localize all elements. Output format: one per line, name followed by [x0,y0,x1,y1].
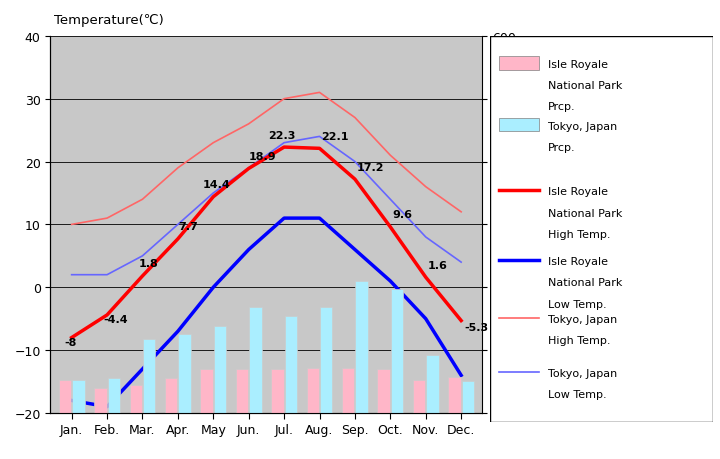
Bar [462,381,474,413]
Text: Temperature(℃): Temperature(℃) [54,14,163,27]
Text: 1.8: 1.8 [139,259,158,269]
Bar [320,308,333,413]
Bar [498,118,539,132]
Bar [449,377,461,413]
Text: Prcp.: Prcp. [548,143,575,153]
Bar [413,381,426,413]
Text: Low Temp.: Low Temp. [548,390,606,399]
Bar [179,335,191,413]
Text: 22.3: 22.3 [268,130,295,140]
Text: Tokyo, Japan: Tokyo, Japan [548,368,617,378]
Bar [284,317,297,413]
Text: -4.4: -4.4 [104,315,128,325]
Text: Tokyo, Japan: Tokyo, Japan [548,314,617,325]
Bar [107,378,120,413]
Bar [342,368,354,413]
Text: High Temp.: High Temp. [548,230,610,240]
Text: 22.1: 22.1 [321,131,348,141]
Bar [165,379,177,413]
Text: Prcp.: Prcp. [548,102,575,112]
FancyBboxPatch shape [490,37,713,422]
Bar [377,369,390,413]
Bar [271,369,284,413]
Bar [249,308,261,413]
Bar [391,290,403,413]
Text: Tokyo, Japan: Tokyo, Japan [548,122,617,132]
Bar [94,388,107,413]
Bar [356,281,368,413]
Text: 1.6: 1.6 [428,260,447,270]
Text: National Park: National Park [548,81,622,91]
Text: Isle Royale: Isle Royale [548,187,608,197]
Bar [72,381,84,413]
Text: High Temp.: High Temp. [548,336,610,346]
Bar [235,369,248,413]
Text: -8: -8 [65,337,77,347]
Text: 7.7: 7.7 [178,222,197,232]
Bar [307,368,319,413]
Bar [143,340,156,413]
Text: National Park: National Park [548,208,622,218]
Text: 17.2: 17.2 [356,162,384,172]
Bar [59,380,71,413]
Bar [130,385,142,413]
Text: National Park: National Park [548,278,622,288]
Bar [200,369,212,413]
Text: 18.9: 18.9 [248,151,276,162]
Text: Isle Royale: Isle Royale [548,60,608,70]
Text: 9.6: 9.6 [392,210,412,220]
Text: 14.4: 14.4 [202,180,230,190]
Text: Isle Royale: Isle Royale [548,257,608,267]
Bar [498,57,539,70]
Bar [426,355,438,413]
Text: -5.3: -5.3 [464,322,489,332]
Bar [214,326,226,413]
Text: Low Temp.: Low Temp. [548,299,606,309]
